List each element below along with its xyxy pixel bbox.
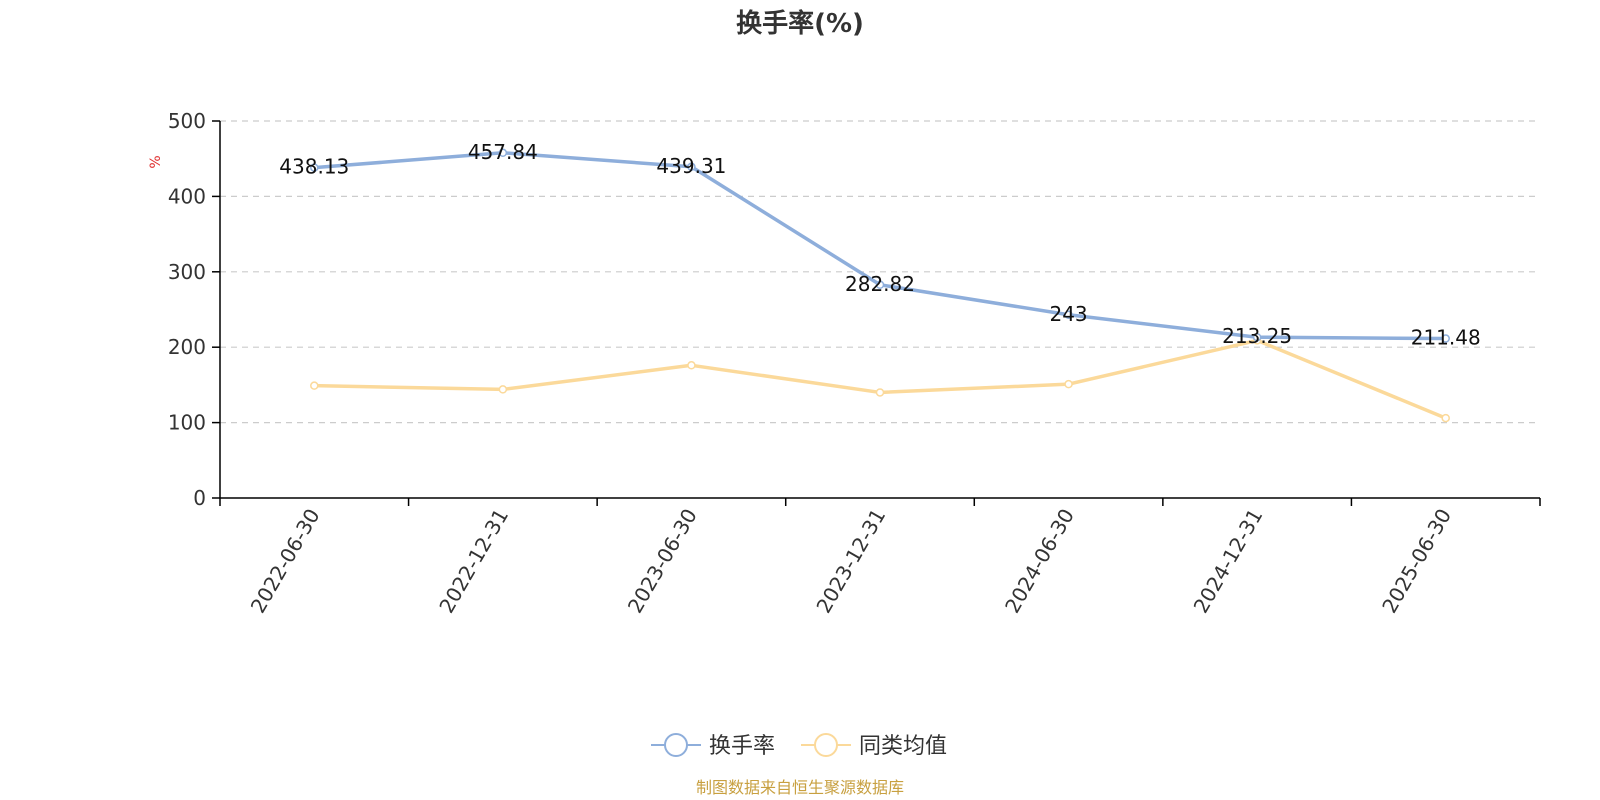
y-tick-label: 400 xyxy=(168,184,206,208)
x-tick-label: 2023-12-31 xyxy=(811,505,890,618)
chart-title: 换手率(%) xyxy=(736,8,864,39)
data-point[interactable] xyxy=(310,163,319,172)
data-labels: 438.13 457.84 439.31 282.82 243 213.25 211.48 xyxy=(279,140,1480,350)
legend[interactable]: 换手率 同类均值 xyxy=(651,733,947,759)
legend-item[interactable]: 换手率 xyxy=(651,733,775,759)
legend-label: 换手率 xyxy=(709,734,775,759)
legend-label: 同类均值 xyxy=(859,734,947,759)
data-point[interactable] xyxy=(1441,413,1450,423)
legend-marker xyxy=(814,733,838,757)
data-point[interactable] xyxy=(1064,310,1073,320)
data-label: 243 xyxy=(1049,302,1087,326)
series-lines xyxy=(310,148,1450,423)
x-tick-label: 2024-06-30 xyxy=(1000,505,1079,618)
data-label: 457.84 xyxy=(468,140,538,164)
x-tick-label: 2024-12-31 xyxy=(1189,505,1268,618)
data-point[interactable] xyxy=(498,385,508,394)
data-point[interactable] xyxy=(310,381,319,390)
data-label: 211.48 xyxy=(1411,326,1481,350)
data-label: 282.82 xyxy=(845,272,915,296)
legend-item[interactable]: 同类均值 xyxy=(801,733,947,759)
x-tick-label: 2025-06-30 xyxy=(1377,505,1456,618)
y-tick-label: 100 xyxy=(168,411,206,435)
data-label: 438.13 xyxy=(279,155,349,179)
data-point[interactable] xyxy=(687,361,696,370)
y-tick-label: 200 xyxy=(168,335,206,359)
x-tick-label: 2023-06-30 xyxy=(623,505,702,618)
data-label: 439.31 xyxy=(656,154,726,178)
grid-lines xyxy=(220,120,1540,424)
data-point[interactable] xyxy=(875,388,885,397)
data-point[interactable] xyxy=(1064,379,1073,389)
y-tick-label: 300 xyxy=(168,260,206,284)
series-line xyxy=(314,338,1447,420)
x-tick-label: 2022-12-31 xyxy=(434,505,513,618)
y-tick-label: 500 xyxy=(168,109,206,133)
legend-marker xyxy=(664,733,688,757)
y-tick-label: 0 xyxy=(193,486,206,510)
y-axis-unit: % xyxy=(148,155,164,168)
axes: 0 100 200 300 400 500 2022-06-30 2022-12-31 2023… xyxy=(168,109,1541,618)
series-line xyxy=(314,151,1446,341)
data-point[interactable] xyxy=(1252,332,1262,342)
data-point[interactable] xyxy=(875,280,885,290)
data-point[interactable] xyxy=(687,162,696,172)
x-tick-label: 2022-06-30 xyxy=(246,505,325,618)
source-note: 制图数据来自恒生聚源数据库 xyxy=(696,778,904,797)
data-label: 213.25 xyxy=(1222,324,1292,348)
data-point[interactable] xyxy=(498,148,508,158)
data-point[interactable] xyxy=(1441,334,1450,343)
